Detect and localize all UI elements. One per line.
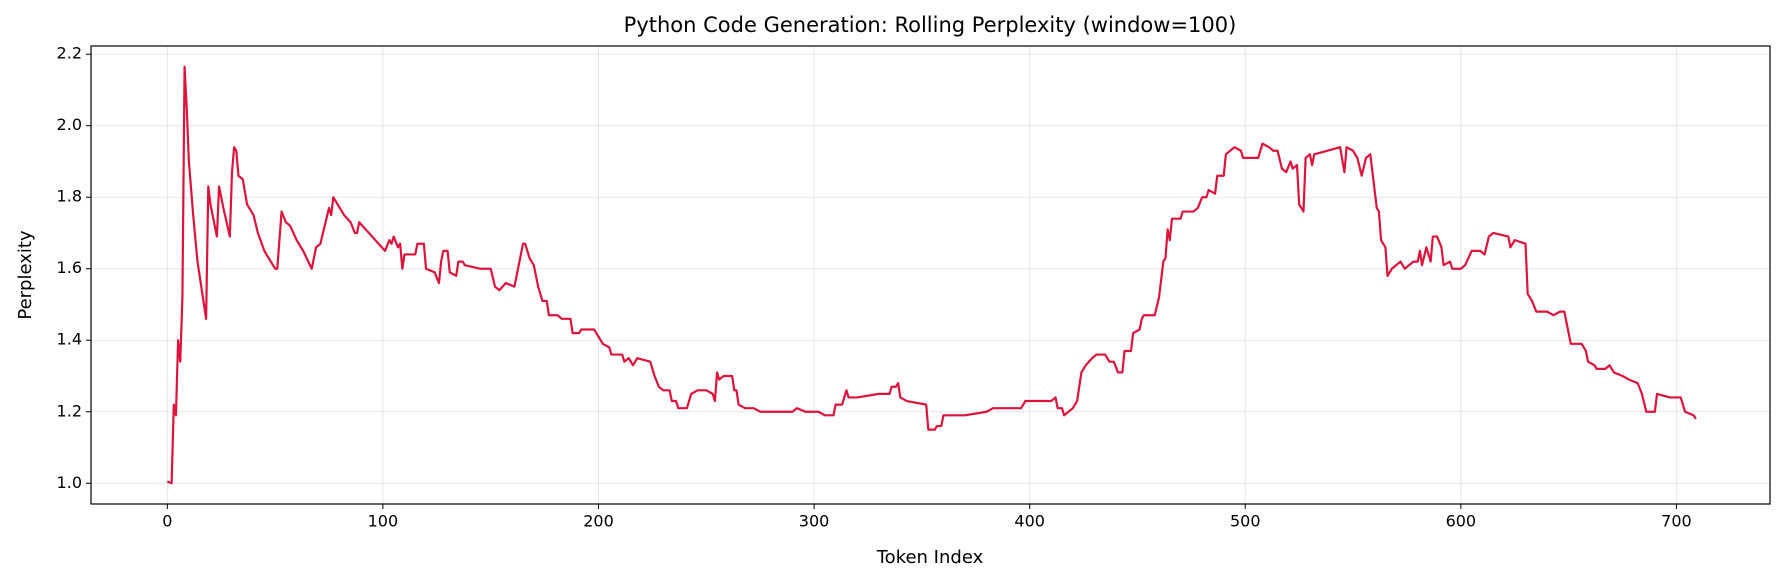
y-tick-label: 1.4: [57, 330, 82, 349]
x-tick-label: 400: [1014, 512, 1045, 531]
y-tick-label: 1.0: [57, 473, 82, 492]
x-tick-label: 300: [799, 512, 830, 531]
x-tick-label: 600: [1446, 512, 1477, 531]
plot-frame: [90, 45, 1771, 505]
x-axis-label: Token Index: [876, 547, 984, 568]
y-tick-label: 2.2: [57, 44, 82, 63]
y-axis-label: Perplexity: [15, 230, 36, 320]
data-line: [166, 65, 1697, 485]
x-tick-label: 200: [583, 512, 614, 531]
chart-title: Python Code Generation: Rolling Perplexi…: [624, 13, 1237, 37]
y-tick-label: 1.8: [57, 187, 82, 206]
y-tick-label: 1.2: [57, 401, 82, 420]
y-tick-label: 2.0: [57, 115, 82, 134]
x-tick-label: 500: [1230, 512, 1261, 531]
x-tick-label: 0: [162, 512, 172, 531]
y-tick-label: 1.6: [57, 258, 82, 277]
x-tick-label: 700: [1661, 512, 1692, 531]
x-tick-label: 100: [368, 512, 399, 531]
